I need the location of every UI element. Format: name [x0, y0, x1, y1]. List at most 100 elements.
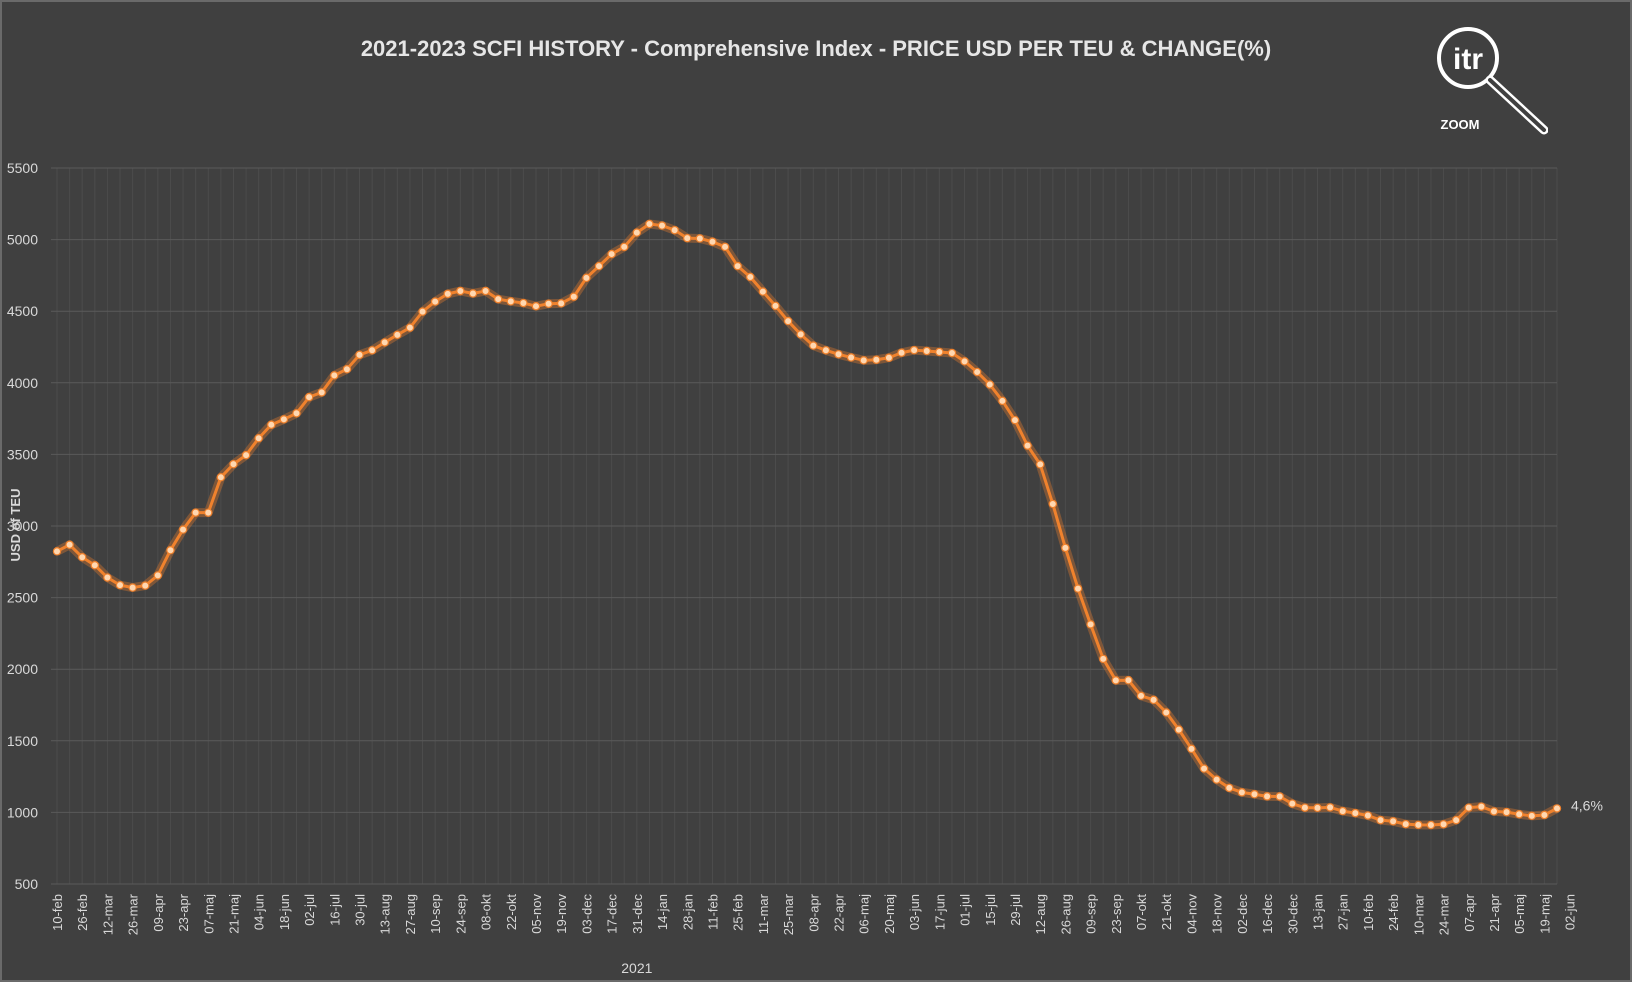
x-tick-label: 05-maj [1512, 894, 1527, 934]
x-tick-label: 01-jul [958, 894, 973, 926]
data-point [947, 348, 957, 358]
data-point [90, 561, 100, 570]
x-tick-label: 02-jul [302, 894, 317, 926]
data-point [607, 249, 616, 259]
data-point [342, 364, 352, 374]
data-point [1073, 584, 1083, 593]
x-tick-label: 18-nov [1210, 894, 1225, 934]
data-point [632, 228, 642, 237]
data-point [430, 297, 440, 306]
x-tick-label: 25-feb [731, 894, 746, 931]
data-point [1250, 790, 1259, 799]
data-point [1527, 811, 1536, 821]
y-tick-label: 4500 [7, 303, 38, 319]
x-tick-label: 15-jul [983, 894, 998, 926]
data-point [909, 345, 919, 355]
logo-caption: ZOOM [1441, 117, 1480, 132]
data-point [367, 346, 377, 355]
data-point [872, 355, 881, 364]
data-point [935, 347, 944, 357]
data-point [531, 301, 541, 311]
x-tick-label: 30-dec [1285, 894, 1300, 934]
data-point [594, 261, 604, 271]
x-tick-label: 24-mar [1437, 893, 1452, 935]
data-point [1149, 695, 1158, 705]
data-point [783, 316, 793, 326]
data-point [758, 287, 768, 296]
x-tick-label: 10-sep [428, 894, 443, 934]
x-tick-label: 21-okt [1159, 894, 1174, 931]
data-point [1540, 810, 1549, 820]
data-point [1388, 817, 1398, 826]
data-point [456, 286, 465, 296]
x-tick-label: 08-apr [806, 893, 821, 931]
x-tick-label: 30-jul [353, 894, 368, 926]
data-point [355, 350, 364, 360]
x-tick-label: 14-jan [655, 894, 670, 930]
x-tick-label: 16-dec [1260, 894, 1275, 934]
data-point [859, 356, 868, 365]
x-tick-label: 12-aug [1033, 894, 1048, 934]
data-point [670, 225, 679, 235]
data-point [746, 272, 755, 282]
axis-layer: 500 1000 1500 2000 2500 3000 3500 4000 4500 5000 5… [7, 160, 1578, 976]
data-point [809, 341, 818, 350]
data-point [683, 233, 692, 243]
data-point [393, 330, 402, 340]
x-tick-label: 26-aug [1058, 894, 1073, 934]
x-tick-label: 02-dec [1235, 894, 1250, 934]
data-point [1300, 803, 1310, 812]
x-tick-label: 23-apr [176, 893, 191, 931]
data-point [645, 219, 654, 229]
series-line [56, 222, 1558, 827]
data-point [443, 289, 452, 299]
x-tick-label: 13-jan [1311, 894, 1326, 930]
data-point [267, 420, 276, 429]
x-tick-label: 17-jun [932, 894, 947, 930]
x-tick-label: 06-maj [857, 894, 872, 934]
data-point [733, 261, 742, 271]
x-tick-label: 17-dec [605, 894, 620, 934]
x-tick-label: 10-feb [1361, 894, 1376, 931]
data-point [720, 242, 730, 252]
y-tick-label: 500 [15, 876, 39, 892]
data-point [620, 242, 629, 252]
data-point [506, 297, 515, 306]
data-point [204, 508, 213, 517]
data-point [1477, 802, 1486, 811]
data-point [1262, 792, 1272, 801]
data-point [216, 473, 226, 482]
x-tick-label: 23-sep [1109, 894, 1124, 934]
data-point [519, 298, 528, 308]
x-tick-label: 02-jun [1563, 894, 1578, 930]
label-layer: 4,6% [1571, 797, 1603, 813]
data-point [65, 540, 74, 549]
data-point [418, 307, 427, 316]
data-point [695, 234, 705, 243]
x-tick-label: 05-nov [529, 894, 544, 934]
x-tick-label: 22-okt [504, 894, 519, 931]
data-point [317, 388, 326, 397]
data-point [1426, 820, 1436, 830]
y-tick-label: 4000 [7, 375, 38, 391]
x-tick-label: 11-feb [705, 894, 720, 930]
x-tick-label: 12-mar [100, 893, 115, 935]
data-point [1325, 803, 1335, 812]
x-tick-label: 26-mar [126, 893, 141, 935]
data-point [166, 546, 175, 555]
x-tick-label: 07-okt [1134, 894, 1149, 931]
data-point [1061, 543, 1070, 553]
data-point [657, 221, 667, 230]
data-point [481, 286, 490, 296]
x-tick-label: 04-jun [252, 894, 267, 930]
data-point [1288, 799, 1297, 808]
x-tick-label: 27-aug [403, 894, 418, 934]
data-point [846, 353, 856, 362]
data-point [1552, 804, 1562, 813]
x-tick-label: 03-dec [579, 894, 594, 934]
x-tick-label: 18-jun [277, 894, 292, 930]
data-point [493, 294, 503, 304]
data-point [1237, 788, 1247, 797]
data-point [985, 380, 994, 389]
data-point [1035, 460, 1045, 469]
